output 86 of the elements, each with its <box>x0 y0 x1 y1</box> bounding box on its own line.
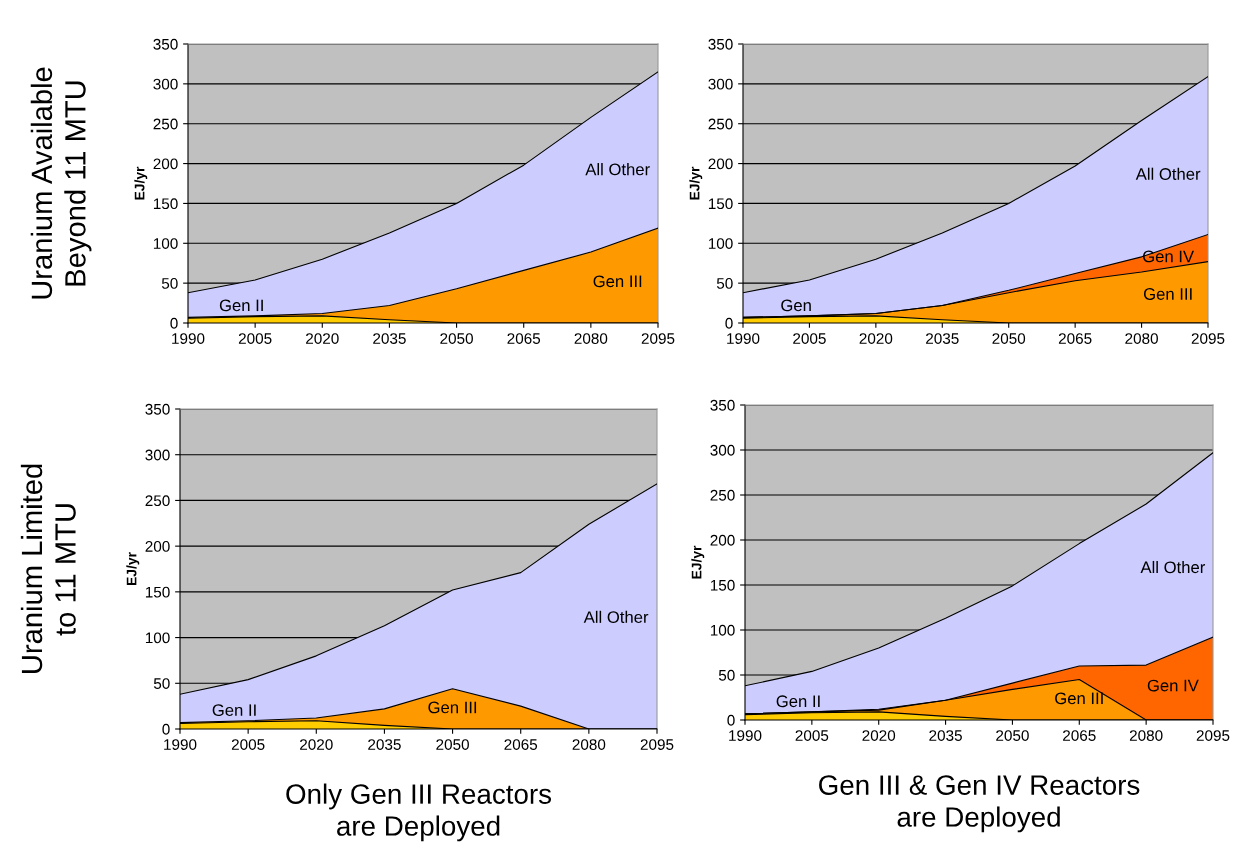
series-label: Gen III <box>1143 288 1192 300</box>
y-axis-title: EJ/yr <box>691 545 705 579</box>
y-tick-label: 200 <box>710 534 735 546</box>
y-tick-label: 350 <box>708 38 733 50</box>
x-tick-label: 2050 <box>436 739 469 750</box>
x-tick-label: 2095 <box>1196 730 1230 741</box>
x-tick-label: 2050 <box>440 333 473 344</box>
series-label: Gen II <box>219 299 263 312</box>
x-tick-label: 2065 <box>504 739 538 750</box>
series-label: All Other <box>583 610 649 624</box>
y-axis-title: EJ/yr <box>689 166 703 200</box>
y-tick-label: 100 <box>145 632 170 644</box>
y-tick-label: 50 <box>153 678 170 689</box>
series-label: Gen III <box>428 701 477 714</box>
y-tick-label: 50 <box>716 278 733 289</box>
x-tick-label: 2005 <box>793 333 826 344</box>
x-tick-label: 2020 <box>300 739 333 750</box>
series-label: All Other <box>1140 560 1206 574</box>
x-tick-label: 1990 <box>729 730 762 741</box>
x-tick-label: 2035 <box>368 739 401 750</box>
series-label: All Other <box>1135 167 1201 180</box>
y-tick-label: 0 <box>727 714 735 726</box>
y-tick-label: 0 <box>725 317 733 329</box>
y-tick-label: 250 <box>153 118 178 130</box>
x-tick-label: 2080 <box>1129 730 1163 741</box>
series-label: All Other <box>585 163 650 176</box>
series-label: Gen IV <box>1147 679 1199 692</box>
series-label: Gen II <box>212 704 256 717</box>
x-tick-label: 1990 <box>727 333 760 344</box>
y-tick-label: 250 <box>145 495 170 507</box>
y-tick-label: 150 <box>708 198 733 210</box>
y-tick-label: 350 <box>710 399 735 411</box>
x-tick-label: 2005 <box>795 730 829 741</box>
y-axis-title: EJ/yr <box>126 552 140 586</box>
y-tick-label: 200 <box>153 158 178 170</box>
text: Uranium Limited to 11 MTU <box>20 464 76 673</box>
x-tick-label: 2095 <box>1191 333 1225 344</box>
y-tick-label: 350 <box>145 403 170 415</box>
y-axis-title: EJ/yr <box>134 166 148 200</box>
y-tick-label: 0 <box>170 317 178 329</box>
x-tick-label: 2050 <box>996 730 1029 741</box>
y-tick-label: 300 <box>710 444 735 456</box>
y-tick-label: 250 <box>708 118 733 130</box>
y-tick-label: 50 <box>718 669 735 681</box>
x-tick-label: 2035 <box>929 730 962 741</box>
text: Uranium Available Beyond 11 MTU <box>30 67 92 299</box>
y-tick-label: 100 <box>153 238 178 249</box>
series-label: Gen IV <box>1143 250 1195 263</box>
x-tick-label: 2020 <box>862 730 896 741</box>
x-axis-title: Gen III & Gen IV Reactors are Deployed <box>819 775 1140 833</box>
x-tick-label: 2005 <box>231 739 265 750</box>
x-tick-label: 2065 <box>507 333 541 344</box>
x-tick-label: 1990 <box>164 739 197 750</box>
y-tick-label: 150 <box>145 586 170 598</box>
y-tick-label: 350 <box>153 38 178 50</box>
series-label: Gen III <box>593 275 642 288</box>
x-tick-label: 2020 <box>306 333 339 344</box>
y-tick-label: 0 <box>162 723 170 735</box>
x-tick-label: 2050 <box>992 333 1026 344</box>
x-axis-title: Only Gen III Reactors are Deployed <box>286 783 552 842</box>
y-tick-label: 300 <box>708 78 733 90</box>
y-tick-label: 200 <box>145 541 170 552</box>
x-tick-label: 2005 <box>238 333 272 344</box>
x-tick-label: 2080 <box>1125 333 1158 344</box>
y-tick-label: 150 <box>710 579 735 591</box>
x-tick-label: 2080 <box>572 739 606 750</box>
y-tick-label: 300 <box>145 449 170 461</box>
x-tick-label: 1990 <box>172 333 205 344</box>
series-label: Gen II <box>776 695 820 708</box>
x-tick-label: 2035 <box>373 333 406 344</box>
y-tick-label: 300 <box>153 78 178 90</box>
y-tick-label: 250 <box>710 489 735 501</box>
x-tick-label: 2065 <box>1063 730 1096 741</box>
y-tick-label: 100 <box>708 238 733 249</box>
y-tick-label: 200 <box>708 158 733 170</box>
y-tick-label: 50 <box>161 278 178 289</box>
x-tick-label: 2080 <box>574 333 608 344</box>
y-tick-label: 100 <box>710 624 735 636</box>
x-tick-label: 2035 <box>926 333 959 344</box>
x-tick-label: 2095 <box>640 739 674 750</box>
x-tick-label: 2065 <box>1058 333 1092 344</box>
series-label: Gen <box>781 299 811 312</box>
x-tick-label: 2020 <box>859 333 893 344</box>
series-label: Gen III <box>1055 692 1103 705</box>
y-tick-label: 150 <box>153 198 178 210</box>
x-tick-label: 2095 <box>641 333 675 344</box>
